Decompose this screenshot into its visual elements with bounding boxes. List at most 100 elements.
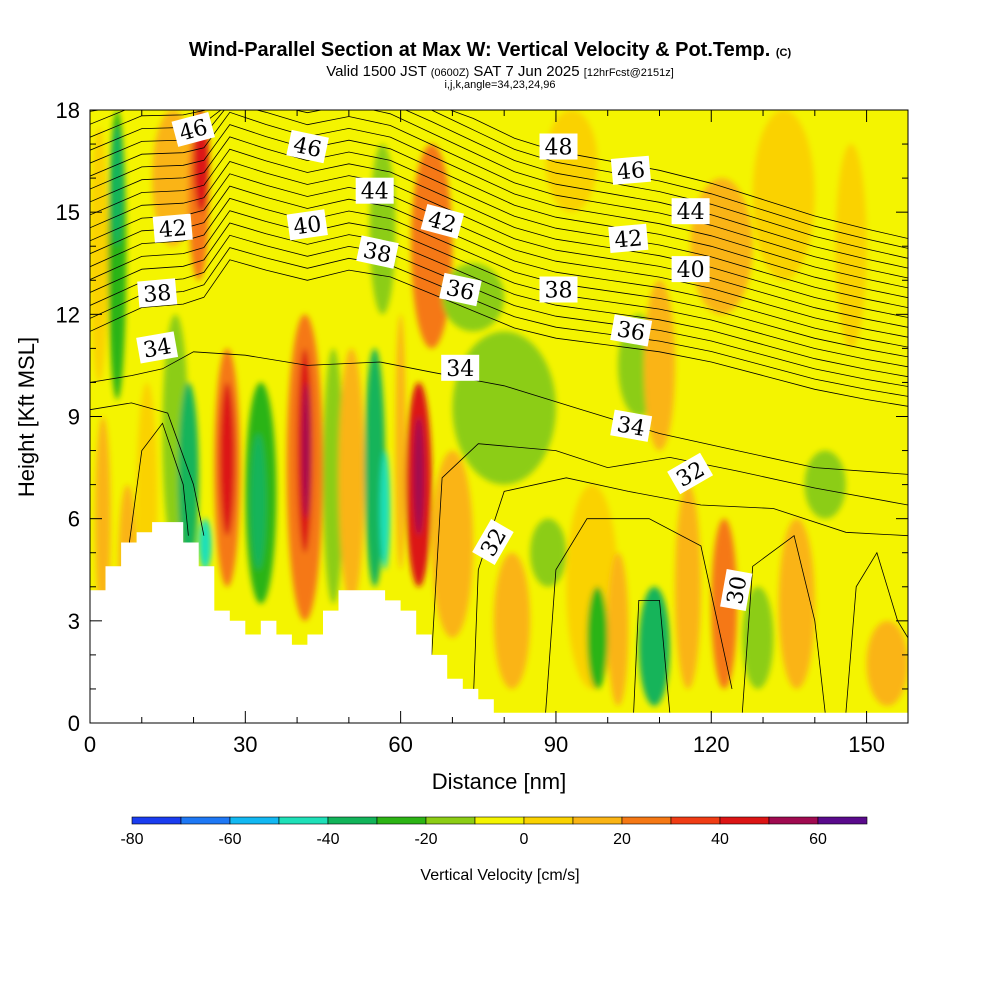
velocity-blob (638, 586, 670, 706)
colorbar-tick-label: -60 (218, 831, 241, 848)
colorbar-swatch (131, 816, 182, 825)
theta-contour (90, 148, 908, 318)
contour-label-box (136, 331, 179, 364)
colorbar-swatch (425, 816, 476, 825)
contour-label-box (608, 223, 649, 254)
velocity-blob (395, 314, 406, 570)
x-tick-label: 90 (544, 732, 568, 757)
contour-label: 42 (608, 223, 649, 254)
y-tick-label: 3 (68, 609, 80, 634)
theta-contour (545, 518, 733, 713)
contour-label: 40 (671, 256, 710, 283)
contour-label-text: 44 (361, 180, 389, 205)
velocity-blob (302, 382, 311, 519)
theta-contour (845, 551, 908, 713)
contour-label: 30 (720, 569, 752, 611)
colorbar-tick-label: 0 (520, 831, 529, 848)
chart-subtitle: Valid 1500 JST (0600Z) SAT 7 Jun 2025 [1… (326, 63, 674, 80)
contour-label-text: 34 (446, 357, 474, 382)
contour-label-box (671, 256, 710, 283)
contour-label-box (610, 314, 653, 347)
contour-label: 46 (286, 129, 329, 164)
contour-label-text: 38 (361, 238, 394, 268)
contour-label: 38 (137, 278, 178, 308)
contour-label-text: 38 (142, 281, 172, 308)
theta-contour (90, 197, 908, 358)
contour-label: 38 (356, 235, 399, 269)
colorbar-tick-label: 60 (809, 831, 827, 848)
contour-label-text: 30 (723, 574, 752, 606)
velocity-blob (866, 620, 908, 706)
theta-contour (90, 402, 205, 536)
colorbar: -80 -60 -40 -20 0 20 40 60 (120, 816, 868, 848)
velocity-blob (364, 348, 386, 587)
contour-label-box (610, 409, 653, 442)
x-tick-label: 120 (693, 732, 730, 757)
x-axis-title: Distance [nm] (432, 769, 567, 794)
y-tick-label: 6 (68, 507, 80, 532)
colorbar-swatch (376, 816, 427, 825)
theta-contour (90, 110, 908, 259)
colorbar-swatch (768, 816, 819, 825)
colorbar-tick-label: -80 (120, 831, 143, 848)
contour-label: 34 (136, 331, 179, 364)
contour-label-box (441, 354, 480, 381)
velocity-blob (338, 348, 365, 604)
x-tick-label: 60 (388, 732, 412, 757)
velocity-blob (530, 518, 567, 587)
contour-label-box (286, 129, 329, 164)
potential-temperature-contours (90, 110, 908, 713)
velocity-blob (198, 518, 212, 570)
y-tick-label: 0 (68, 711, 80, 736)
contour-label-text: 42 (158, 216, 188, 243)
y-axis-title: Height [Kft MSL] (14, 337, 39, 497)
velocity-blob (452, 331, 556, 485)
colorbar-swatch (817, 816, 868, 825)
velocity-blob (250, 433, 267, 570)
contour-label-text: 34 (615, 412, 647, 441)
x-tick-label: 0 (84, 732, 96, 757)
colorbar-swatch (327, 816, 378, 825)
contour-label-box (420, 203, 465, 239)
x-axis: 0 30 60 90 120 150 (84, 110, 885, 757)
velocity-blob (835, 144, 867, 349)
colorbar-title: Vertical Velocity [cm/s] (420, 867, 579, 884)
contour-label-text: 46 (291, 133, 324, 163)
contour-label-box (539, 276, 578, 303)
contour-label-text: 36 (444, 276, 477, 306)
colorbar-tick-label: -40 (316, 831, 339, 848)
contour-label-box (286, 209, 328, 241)
velocity-blob (413, 416, 424, 536)
theta-contour (633, 600, 671, 713)
contour-label: 38 (539, 276, 578, 304)
velocity-blob (607, 552, 629, 706)
colorbar-tick-label: -20 (414, 831, 437, 848)
colorbar-swatch (474, 816, 525, 825)
contour-label-box (171, 111, 215, 147)
velocity-blob (410, 144, 453, 349)
contour-label-box (356, 235, 399, 269)
theta-contour (90, 259, 908, 407)
contour-label: 36 (610, 314, 653, 347)
velocity-blob (219, 382, 235, 536)
chart-subtitle-indices: i,j,k,angle=34,23,24,96 (444, 79, 555, 91)
contour-label-text: 44 (677, 200, 705, 225)
contour-label: 48 (539, 133, 578, 161)
colorbar-tick-label: 20 (613, 831, 631, 848)
velocity-blob (587, 586, 608, 689)
contour-label-box (439, 272, 482, 307)
velocity-blob (778, 518, 815, 689)
contour-label-box (671, 198, 710, 225)
colorbar-swatch (278, 816, 329, 825)
x-tick-label: 30 (233, 732, 257, 757)
contour-label-box (667, 452, 714, 495)
contour-label: 46 (171, 111, 215, 147)
contour-label: 44 (355, 177, 394, 205)
contour-label-box (355, 177, 394, 204)
contour-label-box (610, 155, 651, 185)
y-tick-label: 15 (56, 200, 80, 225)
contour-label: 44 (671, 198, 710, 225)
